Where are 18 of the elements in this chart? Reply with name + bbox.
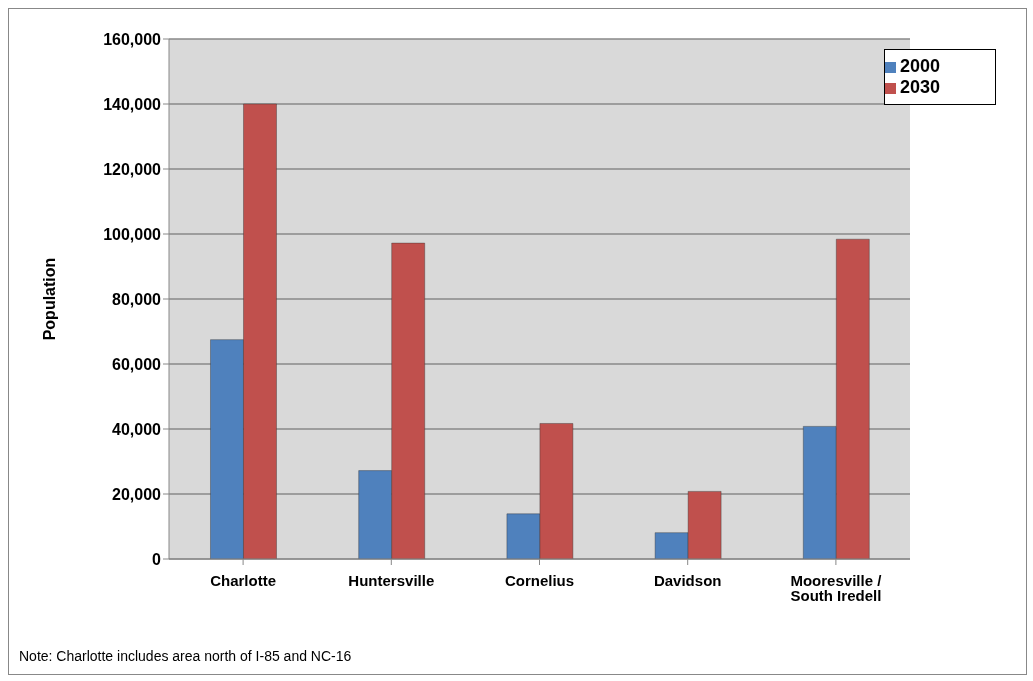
x-tick-label: Charlotte [210,571,277,589]
y-tick-label: 0 [152,550,162,568]
legend-label: 2030 [900,77,941,97]
y-tick-label: 100,000 [103,225,162,243]
x-tick-label: Mooresville / South Iredell [790,571,883,604]
y-tick-label: 60,000 [112,355,162,373]
text: Note: Charlotte includes area north of I-85 and NC-16 [19,648,352,664]
y-tick-label: 40,000 [112,420,162,438]
legend-label: 2000 [900,56,941,76]
y-tick-label: 20,000 [112,485,162,503]
x-tick-label: Davidson [653,571,722,589]
y-tick-label: 120,000 [103,160,162,178]
y-tick-label: 80,000 [112,290,162,308]
y-axis-title: Population [40,257,58,341]
x-tick-label: Huntersville [348,571,435,589]
y-tick-label: 160,000 [103,30,162,48]
y-tick-label: 140,000 [103,95,162,113]
x-tick-label: Cornelius [504,571,575,589]
